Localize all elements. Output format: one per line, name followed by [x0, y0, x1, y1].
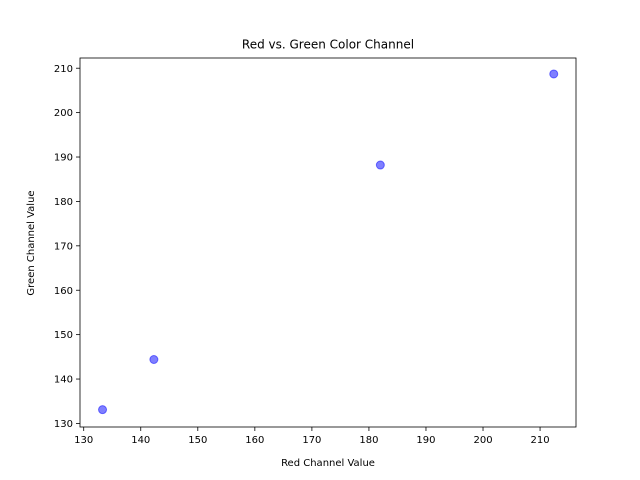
y-axis-label: Green Channel Value — [26, 190, 37, 295]
x-tick-label: 210 — [531, 435, 550, 446]
x-tick-label: 160 — [245, 435, 264, 446]
x-tick-label: 170 — [302, 435, 321, 446]
plot-area: 130 140 150 160 170 180 190 200 210 130 140 150 160… — [54, 57, 577, 446]
axes-frame — [79, 57, 577, 428]
y-tick-label: 190 — [54, 153, 73, 164]
data-point — [149, 355, 159, 365]
x-tick-label: 150 — [188, 435, 207, 446]
y-tick-label: 200 — [54, 108, 73, 119]
y-tick-label: 210 — [54, 64, 73, 75]
y-axis-ticks: 130 140 150 160 170 180 190 200 210 — [54, 64, 80, 430]
data-points — [98, 69, 559, 415]
data-point — [98, 405, 108, 415]
x-tick-label: 180 — [359, 435, 378, 446]
x-axis-label: Red Channel Value — [281, 458, 375, 469]
x-tick-label: 190 — [416, 435, 435, 446]
y-tick-label: 150 — [54, 330, 73, 341]
data-point — [549, 69, 559, 79]
y-tick-label: 170 — [54, 241, 73, 252]
y-tick-label: 130 — [54, 419, 73, 430]
chart-title: Red vs. Green Color Channel — [242, 38, 414, 52]
x-tick-label: 140 — [131, 435, 150, 446]
x-tick-label: 200 — [473, 435, 492, 446]
data-point — [375, 160, 385, 170]
y-tick-label: 140 — [54, 375, 73, 386]
y-tick-label: 160 — [54, 286, 73, 297]
x-tick-label: 130 — [74, 435, 93, 446]
x-axis-ticks: 130 140 150 160 170 180 190 200 210 — [74, 427, 550, 446]
y-tick-label: 180 — [54, 197, 73, 208]
